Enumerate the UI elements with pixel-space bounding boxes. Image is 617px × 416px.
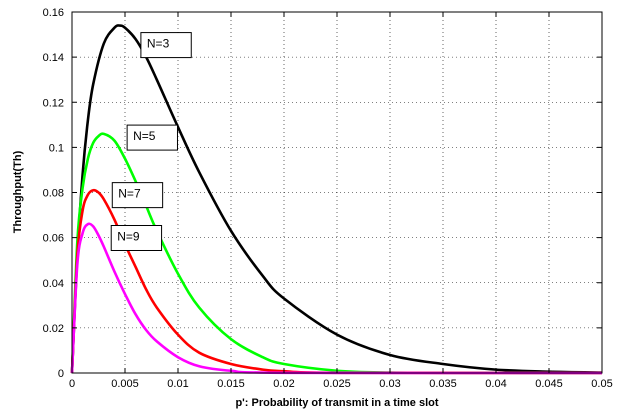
x-axis-label: p': Probability of transmit in a time sl… xyxy=(235,397,438,409)
x-tick-label: 0.04 xyxy=(485,378,506,390)
annotation-N9: N=9 xyxy=(110,224,163,251)
x-tick-label: 0.005 xyxy=(111,378,139,390)
x-tick-label: 0.01 xyxy=(167,378,188,390)
x-tick-label: 0.05 xyxy=(591,378,612,390)
x-tick-label: 0.045 xyxy=(535,378,563,390)
annotation-box xyxy=(110,224,163,251)
y-tick-label: 0.12 xyxy=(43,97,64,109)
annotation-label: N=7 xyxy=(118,187,141,201)
y-tick-label: 0.14 xyxy=(43,52,64,64)
series-line-N9 xyxy=(70,222,603,375)
y-axis-label: Throughput(Th) xyxy=(12,150,24,233)
annotation-box xyxy=(111,182,164,209)
series-line-N7 xyxy=(70,188,603,375)
x-axis-ticks: 0 0.005 0.01 0.015 0.02 0.025 0.03 0.035 0.04 0.0… xyxy=(69,12,613,390)
annotation-label: N=3 xyxy=(147,37,170,51)
x-tick-label: 0.035 xyxy=(429,378,457,390)
y-tick-label: 0.16 xyxy=(43,7,64,19)
x-tick-label: 0.015 xyxy=(217,378,245,390)
annotation-layer: N=3 N=5 N=7 N=9 xyxy=(110,32,192,251)
x-tick-label: 0 xyxy=(69,378,75,390)
annotation-N7: N=7 xyxy=(111,182,164,209)
y-tick-label: 0.1 xyxy=(49,142,64,154)
y-tick-label: 0.02 xyxy=(43,323,64,335)
y-tick-label: 0.06 xyxy=(43,233,64,245)
annotation-label: N=5 xyxy=(133,129,156,143)
annotation-N5: N=5 xyxy=(126,124,178,151)
y-tick-label: 0.08 xyxy=(43,188,64,200)
annotation-box xyxy=(126,124,178,151)
x-tick-label: 0.02 xyxy=(273,378,294,390)
annotation-label: N=9 xyxy=(117,229,140,243)
y-tick-label: 0.04 xyxy=(43,278,64,290)
x-tick-label: 0.03 xyxy=(379,378,400,390)
annotation-N3: N=3 xyxy=(140,32,192,59)
x-tick-label: 0.025 xyxy=(323,378,351,390)
y-axis-ticks: 0 0.02 0.04 0.06 0.08 0.1 0.12 0.14 0.16 xyxy=(43,7,602,380)
y-tick-label: 0 xyxy=(58,368,64,380)
annotation-box xyxy=(140,32,192,59)
series-line-N3 xyxy=(70,24,603,374)
